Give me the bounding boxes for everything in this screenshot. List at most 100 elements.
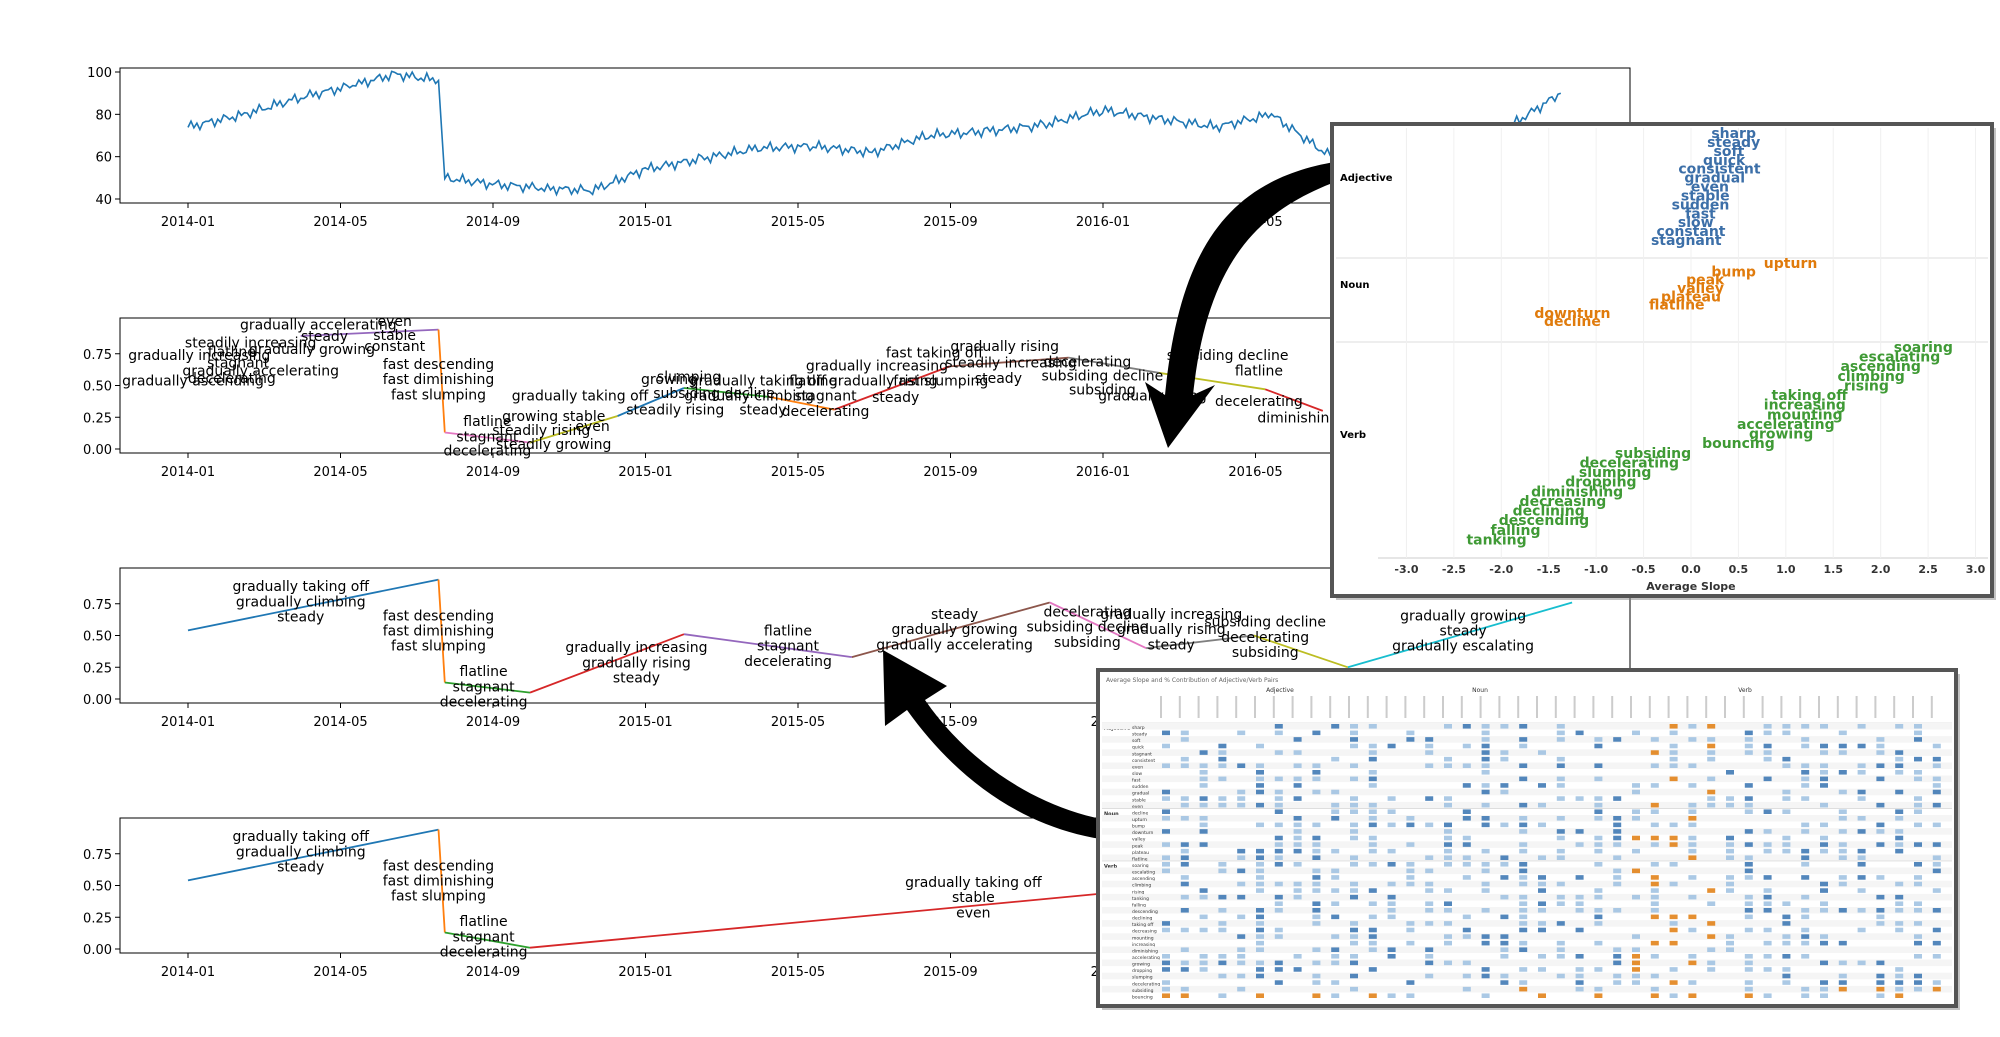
table-cell-mark — [1820, 802, 1828, 808]
table-cell-mark — [1312, 776, 1321, 782]
table-cell-mark — [1613, 954, 1622, 959]
table-cell-mark — [1256, 743, 1264, 749]
table-cell-mark — [1218, 960, 1227, 966]
x-tick-label: 2014-01 — [161, 965, 215, 980]
segment-annotation: fast descending — [383, 608, 494, 624]
table-cell-mark — [1782, 921, 1791, 926]
table-cell-mark — [1575, 954, 1584, 959]
table-cell-mark — [1538, 954, 1546, 959]
table-cell-mark — [1481, 967, 1490, 972]
segment-annotation: gradually growing — [249, 342, 375, 358]
table-cell-mark — [1876, 875, 1885, 880]
table-cell-mark — [1274, 809, 1283, 814]
table-cell-mark — [1801, 986, 1810, 992]
table-cell-mark — [1801, 770, 1810, 775]
table-cell-mark — [1632, 730, 1640, 736]
column-header-mark — [1761, 696, 1764, 718]
table-cell-mark — [1312, 921, 1321, 926]
table-cell-mark — [1368, 993, 1377, 998]
table-cell-mark — [1218, 862, 1227, 867]
table-cell-mark — [1350, 822, 1358, 828]
x-tick-label: 2016-01 — [1076, 465, 1130, 480]
x-tick-label: 0.0 — [1681, 563, 1701, 576]
table-cell-mark — [1462, 783, 1471, 788]
table-cell-mark — [1180, 967, 1189, 972]
y-tick-label: 0.50 — [83, 380, 112, 395]
segment-line — [833, 365, 950, 411]
word-point: growing — [1749, 427, 1813, 443]
x-tick-label: -2.0 — [1489, 563, 1513, 576]
table-cell-mark — [1237, 789, 1246, 795]
word-point: consistent — [1678, 162, 1761, 178]
column-header-mark — [1329, 696, 1332, 718]
table-cell-mark — [1312, 730, 1321, 736]
column-header-mark — [1235, 696, 1238, 718]
table-cell-mark — [1895, 901, 1904, 906]
segment-line — [683, 387, 770, 398]
table-cell-mark — [1594, 967, 1603, 972]
column-header-mark — [1423, 696, 1426, 718]
table-cell-mark — [1256, 875, 1264, 880]
column-header-mark — [1912, 696, 1914, 718]
table-cell-mark — [1726, 835, 1734, 841]
table-cell-mark — [1914, 980, 1922, 985]
table-row-label: climbing — [1132, 883, 1151, 889]
table-cell-mark — [1519, 986, 1528, 992]
segment-annotation: even — [575, 419, 609, 435]
segment-annotation: steady — [872, 390, 919, 406]
table-cell-mark — [1763, 888, 1772, 893]
table-cell-mark — [1312, 947, 1321, 952]
x-tick-label: 2015-05 — [771, 465, 825, 480]
table-cell-mark — [1932, 927, 1941, 933]
table-cell-mark — [1895, 967, 1904, 972]
segment-annotation: decelerating — [440, 945, 528, 961]
word-point: flatline — [1649, 298, 1705, 314]
table-cell-mark — [1688, 822, 1697, 828]
table-group-header: Noun — [1472, 687, 1488, 694]
table-cell-mark — [1726, 881, 1734, 887]
column-header-mark — [1366, 696, 1369, 718]
table-row-label: sharp — [1132, 725, 1145, 731]
word-point: decline — [1544, 314, 1601, 330]
table-cell-mark — [1895, 750, 1904, 755]
table-cell-mark — [1218, 796, 1227, 801]
table-cell-mark — [1820, 901, 1828, 906]
table-cell-mark — [1688, 954, 1697, 959]
table-cell-mark — [1876, 908, 1885, 913]
segment-annotation: gradually accelerating — [876, 637, 1033, 653]
table-cell-mark — [1293, 848, 1302, 854]
table-cell-mark — [1763, 750, 1772, 755]
segment-annotation: steadily increasing — [945, 356, 1076, 372]
table-cell-mark — [1162, 993, 1170, 998]
segment-annotation: gradually increasing — [128, 348, 270, 364]
table-cell-mark — [1707, 934, 1716, 939]
table-cell-mark — [1801, 743, 1810, 749]
segment-annotation: steady — [931, 607, 978, 623]
table-cell-mark — [1237, 796, 1246, 801]
table-cell-mark — [1481, 993, 1490, 998]
table-cell-mark — [1444, 934, 1452, 939]
segment-annotation: slumping — [657, 370, 721, 386]
table-cell-mark — [1895, 980, 1904, 985]
table-cell-mark — [1782, 763, 1791, 768]
table-cell-mark — [1838, 750, 1847, 755]
table-cell-mark — [1293, 835, 1302, 841]
segment-annotation: fast slumping — [391, 387, 486, 403]
segment-annotation: subsiding decline — [653, 386, 775, 402]
table-cell-mark — [1368, 724, 1377, 729]
segment-line — [769, 396, 835, 411]
table-cell-mark — [1857, 763, 1866, 768]
table-cell-mark — [1481, 802, 1490, 808]
table-cell-mark — [1462, 927, 1471, 933]
table-cell-mark — [1632, 789, 1640, 795]
word-point: rising — [1844, 378, 1889, 394]
word-point: downturn — [1534, 306, 1610, 322]
table-cell-mark — [1218, 763, 1227, 768]
table-cell-mark — [1462, 855, 1471, 860]
word-point: steady — [1707, 135, 1760, 151]
table-row-label: mounting — [1132, 935, 1154, 941]
table-cell-mark — [1500, 756, 1509, 762]
table-cell-mark — [1387, 796, 1396, 801]
table-cell-mark — [1688, 802, 1697, 808]
column-header-mark — [1893, 696, 1896, 718]
